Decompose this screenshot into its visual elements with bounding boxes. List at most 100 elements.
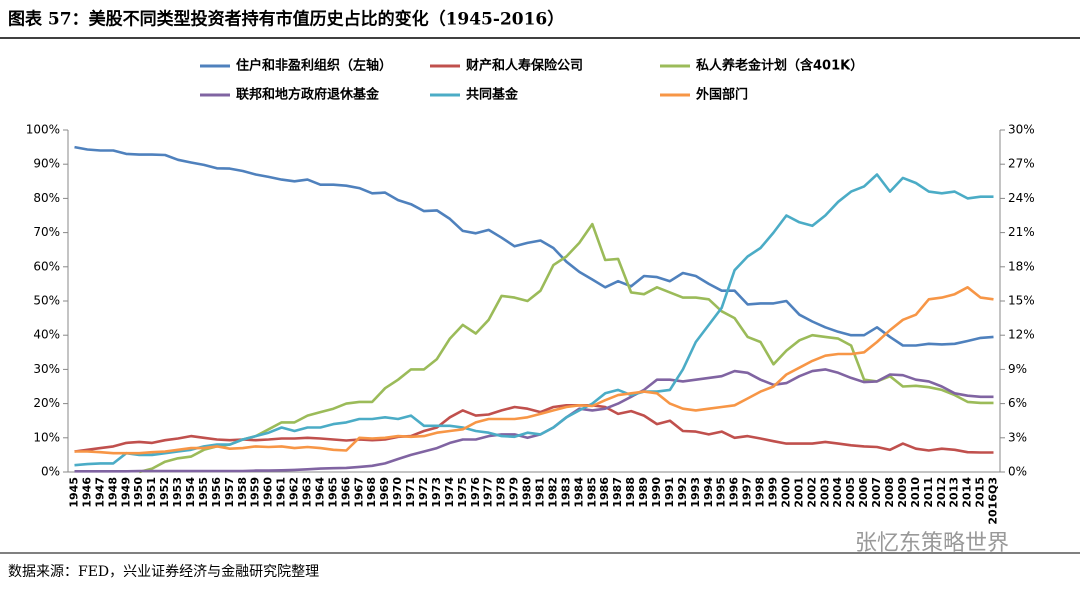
y2-tick-label: 0%	[1008, 465, 1027, 479]
x-tick-label: 1948	[106, 477, 119, 508]
x-tick-label: 1999	[766, 477, 779, 508]
x-tick-label: 1954	[184, 477, 197, 508]
x-tick-label: 2009	[896, 477, 909, 508]
x-tick-label: 1972	[417, 477, 430, 508]
x-tick-label: 1966	[339, 477, 352, 508]
x-tick-label: 1986	[598, 477, 611, 508]
x-tick-label: 1985	[585, 477, 598, 508]
legend-label: 住户和非盈利组织（左轴）	[236, 58, 392, 74]
x-tick-label: 1975	[456, 477, 469, 508]
x-tick-label: 1962	[288, 477, 301, 508]
series-line	[74, 368, 994, 473]
x-tick-label: 1968	[365, 477, 378, 508]
x-tick-label: 2004	[831, 477, 844, 508]
x-tick-label: 1977	[482, 477, 495, 508]
y2-tick-label: 27%	[1008, 157, 1035, 171]
x-tick-label: 1945	[67, 477, 80, 508]
y-tick-label: 10%	[33, 430, 60, 444]
x-tick-label: 1987	[611, 477, 624, 508]
source-note: 数据来源：FED，兴业证券经济与金融研究院整理	[8, 564, 319, 580]
x-tick-label: 2008	[883, 477, 896, 508]
y-tick-label: 0%	[41, 465, 60, 479]
y-tick-label: 90%	[33, 157, 60, 171]
y2-tick-label: 15%	[1008, 294, 1035, 308]
legend-label: 联邦和地方政府退休基金	[236, 87, 380, 103]
x-tick-label: 1980	[521, 477, 534, 508]
x-tick-label: 1950	[132, 477, 145, 508]
x-tick-label: 1964	[313, 477, 326, 508]
x-tick-label: 1953	[171, 477, 184, 508]
y2-tick-label: 3%	[1008, 430, 1027, 444]
x-tick-label: 1971	[404, 477, 417, 508]
chart-title: 图表 57：美股不同类型投资者持有市值历史占比的变化（1945-2016）	[8, 9, 564, 30]
x-tick-label: 1973	[430, 477, 443, 508]
y-tick-label: 40%	[33, 328, 60, 342]
x-tick-label: 1963	[300, 477, 313, 508]
x-tick-label: 1996	[728, 477, 741, 508]
y2-tick-label: 24%	[1008, 191, 1035, 205]
x-tick-label: 1960	[262, 477, 275, 508]
x-tick-label: 1995	[715, 477, 728, 508]
x-tick-label: 1988	[624, 477, 637, 508]
x-tick-label: 1974	[443, 477, 456, 508]
x-tick-label: 2011	[922, 477, 935, 508]
legend-label: 财产和人寿保险公司	[466, 58, 583, 74]
x-tick-label: 1967	[352, 477, 365, 508]
legend-label: 共同基金	[466, 87, 519, 103]
x-tick-label: 2013	[948, 477, 961, 508]
x-tick-label: 1992	[676, 477, 689, 508]
series-line	[74, 173, 994, 467]
x-tick-label: 1984	[572, 477, 585, 508]
x-tick-label: 2012	[935, 477, 948, 508]
y2-tick-label: 21%	[1008, 225, 1035, 239]
x-tick-label: 1982	[546, 477, 559, 508]
x-tick-label: 1998	[754, 477, 767, 508]
x-tick-label: 1956	[210, 477, 223, 508]
x-tick-label: 1965	[326, 477, 339, 508]
x-tick-label: 1955	[197, 477, 210, 508]
x-tick-label: 2002	[805, 477, 818, 508]
x-tick-label: 2001	[792, 477, 805, 508]
y2-tick-label: 12%	[1008, 328, 1035, 342]
x-tick-label: 1961	[275, 477, 288, 508]
y2-tick-label: 6%	[1008, 396, 1027, 410]
x-tick-label: 1969	[378, 477, 391, 508]
x-tick-label: 1979	[508, 477, 521, 508]
x-tick-label: 1957	[223, 477, 236, 508]
y-tick-label: 60%	[33, 259, 60, 273]
x-tick-label: 1951	[145, 477, 158, 508]
x-tick-label: 1997	[741, 477, 754, 508]
y2-tick-label: 18%	[1008, 259, 1035, 273]
series-line	[74, 286, 994, 455]
series-line	[74, 404, 994, 454]
x-tick-label: 1970	[391, 477, 404, 508]
y-tick-label: 100%	[26, 123, 60, 137]
x-tick-label: 2006	[857, 477, 870, 508]
x-tick-label: 1989	[637, 477, 650, 508]
y-tick-label: 80%	[33, 191, 60, 205]
series-line	[138, 222, 994, 474]
x-tick-label: 1958	[236, 477, 249, 508]
x-tick-label: 2014	[961, 477, 974, 508]
x-tick-label: 1991	[663, 477, 676, 508]
x-tick-label: 2007	[870, 477, 883, 508]
x-tick-label: 1978	[495, 477, 508, 508]
x-tick-label: 1990	[650, 477, 663, 508]
legend-label: 私人养老金计划（含401K）	[696, 58, 863, 74]
x-tick-label: 1959	[249, 477, 262, 508]
series-line	[74, 145, 994, 347]
x-tick-label: 1981	[533, 477, 546, 508]
x-tick-label: 2005	[844, 477, 857, 508]
y-tick-label: 50%	[33, 294, 60, 308]
legend-label: 外国部门	[695, 87, 748, 103]
x-tick-label: 2003	[818, 477, 831, 508]
y2-tick-label: 9%	[1008, 362, 1027, 376]
x-tick-label: 2010	[909, 477, 922, 508]
y-tick-label: 30%	[33, 362, 60, 376]
x-tick-label: 2000	[779, 477, 792, 508]
y-tick-label: 20%	[33, 396, 60, 410]
y-tick-label: 70%	[33, 225, 60, 239]
x-tick-label: 1983	[559, 477, 572, 508]
watermark: 张忆东策略世界	[855, 531, 1009, 556]
